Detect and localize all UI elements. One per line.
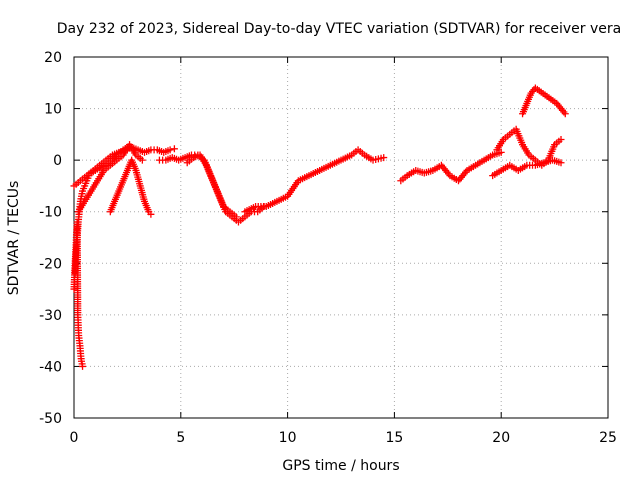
- data-point: [166, 146, 174, 154]
- y-tick-label: 10: [44, 102, 62, 118]
- y-tick-label: -30: [39, 308, 62, 324]
- y-tick-label: -20: [39, 256, 62, 272]
- y-tick-label: 20: [44, 50, 62, 66]
- grid-layer: [74, 57, 608, 418]
- data-point: [557, 136, 565, 144]
- data-point: [561, 110, 569, 118]
- x-tick-label: 0: [70, 430, 79, 446]
- y-tick-label: -10: [39, 205, 62, 221]
- data-point: [138, 156, 146, 164]
- data-point: [497, 148, 505, 156]
- plot-frame: [73, 56, 609, 419]
- x-axis-label: GPS time / hours: [282, 458, 399, 474]
- y-axis-label: SDTVAR / TECUs: [6, 181, 22, 296]
- data-point: [557, 159, 565, 167]
- x-tick-label: 25: [599, 430, 617, 446]
- data-point: [79, 362, 87, 370]
- x-tick-label: 10: [279, 430, 297, 446]
- y-tick-label: -50: [39, 411, 62, 427]
- data-point: [380, 154, 388, 162]
- x-tick-label: 5: [176, 430, 185, 446]
- data-point: [147, 210, 155, 218]
- data-points: [70, 84, 569, 370]
- data-point: [170, 145, 178, 153]
- tick-layer: 0 5 10 15 20 25 -50 -40 -30 -20 -10 0 10 20: [39, 50, 617, 446]
- chart-title: Day 232 of 2023, Sidereal Day-to-day VTE…: [57, 21, 621, 37]
- x-tick-label: 20: [492, 430, 510, 446]
- y-tick-label: 0: [53, 153, 62, 169]
- x-tick-label: 15: [385, 430, 403, 446]
- y-tick-label: -40: [39, 359, 62, 375]
